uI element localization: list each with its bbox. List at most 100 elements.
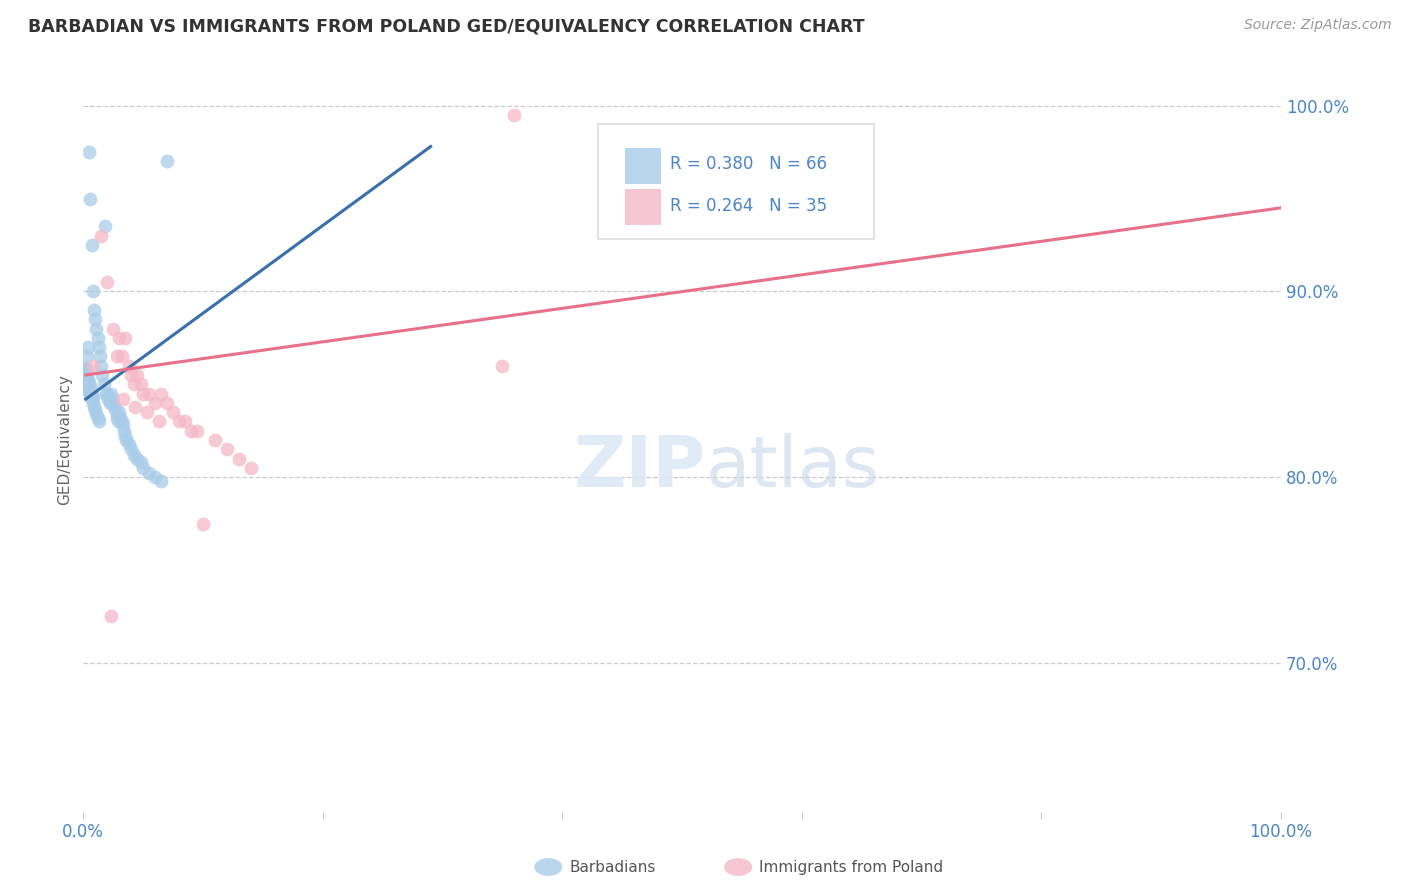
Point — [96, 275, 118, 289]
Point — [86, 407, 108, 421]
Point — [82, 285, 104, 299]
FancyBboxPatch shape — [624, 148, 661, 184]
Point — [114, 331, 136, 345]
Point — [76, 374, 98, 388]
Point — [239, 461, 262, 475]
Point — [82, 390, 104, 404]
Point — [135, 405, 157, 419]
Text: R = 0.380   N = 66: R = 0.380 N = 66 — [671, 154, 827, 173]
Point — [156, 154, 179, 169]
Point — [86, 321, 108, 335]
Point — [129, 455, 152, 469]
Text: BARBADIAN VS IMMIGRANTS FROM POLAND GED/EQUIVALENCY CORRELATION CHART: BARBADIAN VS IMMIGRANTS FROM POLAND GED/… — [28, 18, 865, 36]
Point — [77, 376, 100, 390]
Point — [148, 414, 170, 428]
Point — [122, 448, 145, 462]
Point — [110, 410, 132, 425]
Point — [105, 350, 128, 364]
Point — [77, 384, 100, 399]
Point — [180, 424, 202, 438]
Point — [110, 350, 132, 364]
Point — [77, 145, 100, 160]
Point — [75, 364, 97, 378]
Point — [215, 442, 238, 457]
Point — [80, 383, 103, 397]
Point — [77, 381, 100, 395]
Point — [94, 386, 117, 401]
Point — [79, 192, 101, 206]
Text: Source: ZipAtlas.com: Source: ZipAtlas.com — [1244, 18, 1392, 32]
Point — [103, 321, 125, 335]
Point — [96, 386, 118, 401]
Point — [75, 368, 97, 382]
Point — [186, 424, 208, 438]
Point — [114, 429, 136, 443]
Point — [191, 516, 214, 531]
Point — [105, 410, 128, 425]
Point — [97, 392, 120, 406]
Text: R = 0.264   N = 35: R = 0.264 N = 35 — [671, 197, 827, 215]
Point — [156, 396, 179, 410]
Point — [103, 400, 125, 414]
Point — [174, 414, 197, 428]
Text: ZIP: ZIP — [574, 434, 706, 502]
Point — [89, 350, 111, 364]
Point — [108, 405, 131, 419]
Point — [132, 461, 155, 475]
Point — [107, 414, 129, 428]
Point — [115, 433, 138, 447]
Point — [84, 312, 107, 326]
Point — [129, 377, 152, 392]
Point — [79, 379, 101, 393]
Point — [86, 410, 108, 425]
Point — [118, 359, 141, 373]
Point — [150, 386, 173, 401]
Point — [127, 368, 149, 382]
Point — [94, 219, 117, 234]
FancyBboxPatch shape — [599, 124, 873, 239]
Point — [76, 350, 98, 364]
Point — [228, 451, 250, 466]
Point — [162, 405, 184, 419]
Point — [82, 386, 104, 401]
Point — [122, 377, 145, 392]
Point — [100, 609, 122, 624]
Point — [204, 433, 226, 447]
Text: Immigrants from Poland: Immigrants from Poland — [759, 860, 943, 874]
Y-axis label: GED/Equivalency: GED/Equivalency — [58, 375, 72, 506]
Point — [111, 392, 134, 406]
Point — [112, 424, 135, 438]
Point — [76, 369, 98, 384]
Text: atlas: atlas — [706, 434, 880, 502]
Point — [103, 396, 125, 410]
Point — [132, 386, 155, 401]
FancyBboxPatch shape — [624, 189, 661, 225]
Point — [111, 418, 134, 433]
Text: Barbadians: Barbadians — [569, 860, 655, 874]
Point — [82, 396, 104, 410]
Point — [503, 108, 526, 122]
Point — [90, 228, 112, 243]
Point — [108, 331, 131, 345]
Point — [82, 359, 104, 373]
Point — [104, 405, 127, 419]
Point — [127, 451, 149, 466]
Point — [150, 474, 173, 488]
Point — [98, 396, 121, 410]
Point — [138, 467, 160, 481]
Point — [120, 368, 142, 382]
Point — [87, 340, 110, 354]
Point — [84, 403, 107, 417]
Point — [87, 414, 110, 428]
Point — [143, 396, 166, 410]
Point — [80, 392, 103, 406]
Point — [76, 377, 98, 392]
Point — [86, 331, 108, 345]
Point — [90, 359, 112, 373]
Point — [101, 392, 124, 406]
Point — [83, 400, 105, 414]
Point — [118, 436, 141, 450]
Point — [79, 388, 101, 402]
Point — [75, 362, 97, 376]
Point — [75, 360, 97, 375]
